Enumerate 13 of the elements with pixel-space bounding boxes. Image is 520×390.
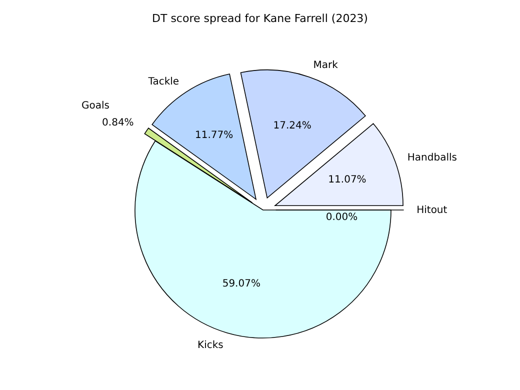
data-label: 11.07% — [328, 174, 366, 186]
text: 0.00% — [326, 212, 358, 224]
slice-label: Tackle — [147, 76, 180, 88]
data-label: 0.84% — [102, 117, 134, 128]
data-label: 17.24% — [273, 120, 312, 132]
slice-label: Mark — [313, 60, 338, 71]
data-label: 59.07% — [222, 278, 260, 290]
category-label: Hitout — [416, 205, 448, 216]
chart-title: DT score spread for Kane Farrell (2023) — [152, 12, 368, 25]
slice-label: Kicks — [198, 340, 224, 352]
slice-label: Handballs — [407, 152, 457, 164]
data-label: 11.77% — [194, 130, 234, 141]
slice-label: Goals — [81, 100, 110, 112]
